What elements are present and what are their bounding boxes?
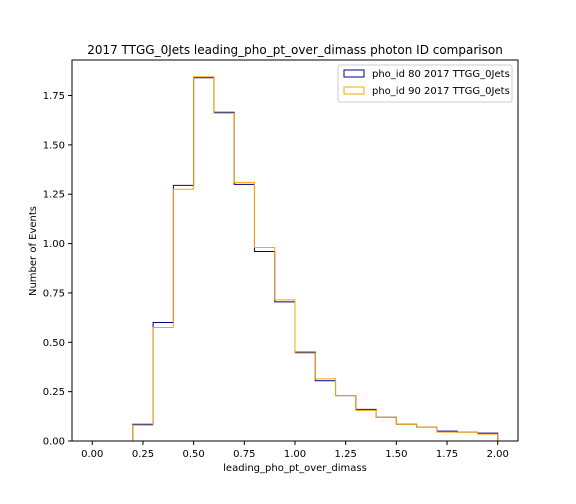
x-tick-label: 0.50 — [183, 449, 205, 460]
y-axis: 0.00 0.25 0.50 0.75 1.00 1.25 1.50 1.75 — [43, 91, 72, 448]
legend-label-series-2: pho_id 90 2017 TTGG_0Jets — [372, 86, 510, 97]
legend-swatch-series-2 — [343, 86, 365, 95]
y-tick-label: 1.75 — [43, 91, 65, 102]
legend-label-series-1: pho_id 80 2017 TTGG_0Jets — [372, 69, 510, 80]
x-tick-label: 1.50 — [385, 449, 407, 460]
y-axis-label: Number of Events — [28, 206, 39, 296]
y-tick-label: 1.25 — [43, 190, 65, 201]
x-axis: 0.00 0.25 0.50 0.75 1.00 1.25 1.50 1.75 2.00 — [81, 441, 509, 460]
legend: pho_id 80 2017 TTGG_0Jets pho_id 90 2017… — [337, 64, 513, 103]
y-tick-label: 0.75 — [43, 288, 65, 299]
y-tick-label: 1.50 — [43, 140, 65, 151]
series-1-step-line — [132, 77, 499, 441]
series-2-step-line — [132, 76, 499, 441]
x-axis-label: leading_pho_pt_over_dimass — [223, 463, 367, 474]
x-tick-label: 1.25 — [335, 449, 357, 460]
y-tick-label: 0.50 — [43, 338, 65, 349]
plot-frame — [71, 59, 519, 442]
x-tick-label: 0.25 — [132, 449, 154, 460]
legend-box — [337, 64, 513, 103]
x-tick-label: 2.00 — [487, 449, 509, 460]
x-tick-label: 1.75 — [436, 449, 458, 460]
legend-swatch-series-1 — [343, 69, 365, 78]
y-tick-label: 0.25 — [43, 387, 65, 398]
chart-title: 2017 TTGG_0Jets leading_pho_pt_over_dima… — [87, 43, 503, 57]
x-tick-label: 0.75 — [233, 449, 255, 460]
y-tick-label: 1.00 — [43, 239, 65, 250]
y-tick-label: 0.00 — [43, 437, 65, 448]
x-tick-label: 1.00 — [284, 449, 306, 460]
x-tick-label: 0.00 — [81, 449, 103, 460]
series-layer — [132, 76, 499, 441]
